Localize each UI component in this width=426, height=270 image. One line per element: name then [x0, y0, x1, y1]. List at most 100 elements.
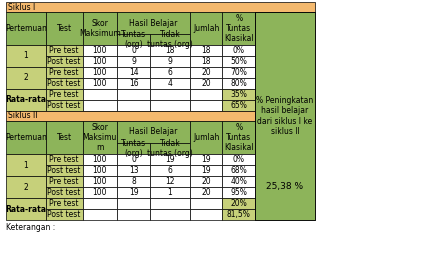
Text: Pre test: Pre test	[49, 68, 79, 77]
Bar	[190, 56, 222, 67]
Bar	[46, 176, 83, 187]
Text: Jumlah: Jumlah	[193, 24, 219, 33]
Bar	[117, 89, 150, 100]
Bar	[190, 45, 222, 56]
Text: 18: 18	[201, 46, 211, 55]
Bar	[150, 198, 190, 209]
Bar	[190, 121, 222, 154]
Bar	[46, 187, 83, 198]
Bar	[6, 67, 46, 89]
Text: Pre test: Pre test	[49, 177, 79, 186]
Bar	[190, 187, 222, 198]
Bar	[222, 78, 255, 89]
Bar	[150, 209, 190, 220]
Text: Skor
Maksimu
m: Skor Maksimu m	[83, 123, 117, 152]
Text: Test: Test	[57, 133, 72, 142]
Text: 68%: 68%	[230, 166, 247, 175]
Text: 19: 19	[201, 155, 211, 164]
Text: 14: 14	[129, 68, 138, 77]
Bar	[222, 56, 255, 67]
Bar	[222, 12, 255, 45]
Bar	[222, 45, 255, 56]
Text: 13: 13	[129, 166, 138, 175]
Text: Pertemuan: Pertemuan	[5, 24, 47, 33]
Bar	[46, 89, 83, 100]
Text: 18: 18	[165, 46, 175, 55]
Bar	[150, 165, 190, 176]
Bar	[117, 165, 150, 176]
Text: 0: 0	[131, 46, 136, 55]
Bar	[150, 67, 190, 78]
Bar	[117, 198, 150, 209]
Text: 25,38 %: 25,38 %	[267, 183, 304, 191]
Text: 20%: 20%	[230, 199, 247, 208]
Bar	[222, 121, 255, 154]
Text: 16: 16	[129, 79, 138, 88]
Bar	[83, 154, 117, 165]
Text: Skor
Maksimum: Skor Maksimum	[79, 19, 121, 38]
Text: 0: 0	[131, 155, 136, 164]
Text: 65%: 65%	[230, 101, 248, 110]
Text: 35%: 35%	[230, 90, 248, 99]
Bar	[190, 209, 222, 220]
Text: 1: 1	[23, 160, 28, 170]
Bar	[190, 12, 222, 45]
Bar	[83, 100, 117, 111]
Text: %
Tuntas
Klasikal: % Tuntas Klasikal	[224, 14, 254, 43]
Text: 20: 20	[201, 68, 211, 77]
Text: %
Tuntas
Klasikal: % Tuntas Klasikal	[224, 123, 254, 152]
Text: Test: Test	[57, 24, 72, 33]
Bar	[255, 12, 315, 220]
Text: 100: 100	[92, 155, 107, 164]
Bar	[117, 67, 150, 78]
Bar	[46, 209, 83, 220]
Bar	[150, 143, 190, 154]
Bar	[83, 165, 117, 176]
Text: 19: 19	[165, 155, 175, 164]
Bar	[83, 56, 117, 67]
Text: Hasil Belajar: Hasil Belajar	[130, 127, 178, 137]
Text: Tidak
tuntas (org): Tidak tuntas (org)	[147, 30, 193, 49]
Text: Post test: Post test	[47, 79, 81, 88]
Bar	[190, 100, 222, 111]
Text: 0%: 0%	[233, 46, 245, 55]
Bar	[150, 100, 190, 111]
Bar	[117, 209, 150, 220]
Text: 18: 18	[201, 57, 211, 66]
Text: Pre test: Pre test	[49, 155, 79, 164]
Bar	[117, 12, 190, 34]
Bar	[117, 78, 150, 89]
Text: Post test: Post test	[47, 188, 81, 197]
Bar	[117, 176, 150, 187]
Bar	[255, 12, 315, 220]
Bar	[46, 45, 83, 56]
Text: Hasil Belajar: Hasil Belajar	[130, 19, 178, 28]
Bar	[150, 89, 190, 100]
Text: 100: 100	[92, 68, 107, 77]
Text: Pre test: Pre test	[49, 199, 79, 208]
Text: 19: 19	[129, 188, 138, 197]
Text: 70%: 70%	[230, 68, 248, 77]
Bar	[150, 154, 190, 165]
Text: Post test: Post test	[47, 101, 81, 110]
Text: Siklus II: Siklus II	[8, 112, 37, 120]
Bar	[6, 45, 46, 67]
Text: 12: 12	[165, 177, 175, 186]
Bar	[190, 89, 222, 100]
Text: Keterangan :: Keterangan :	[6, 224, 55, 232]
Bar	[117, 100, 150, 111]
Bar	[6, 2, 315, 12]
Text: 6: 6	[167, 68, 173, 77]
Bar	[83, 89, 117, 100]
Bar	[222, 154, 255, 165]
Text: Tidak
tuntas (org): Tidak tuntas (org)	[147, 139, 193, 158]
Text: 100: 100	[92, 46, 107, 55]
Bar	[46, 154, 83, 165]
Text: Post test: Post test	[47, 210, 81, 219]
Text: 20: 20	[201, 188, 211, 197]
Text: 1: 1	[167, 188, 172, 197]
Bar	[83, 187, 117, 198]
Bar	[117, 45, 150, 56]
Bar	[222, 176, 255, 187]
Bar	[6, 176, 46, 198]
